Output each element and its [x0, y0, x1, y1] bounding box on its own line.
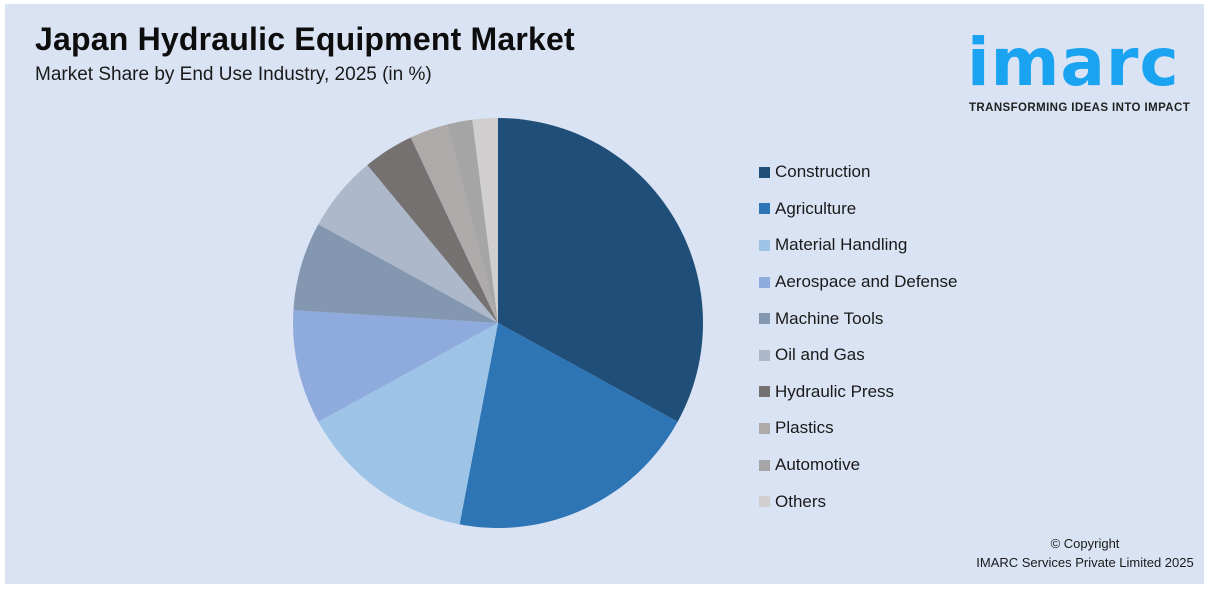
pie-slice-machine-tools [293, 224, 498, 323]
logo-tagline: TRANSFORMING IDEAS INTO IMPACT [969, 102, 1191, 114]
pie-slice-agriculture [459, 323, 678, 528]
pie-slice-oil-and-gas [318, 165, 498, 323]
pie-slice-plastics [410, 124, 498, 323]
copyright-notice: © Copyright IMARC Services Private Limit… [965, 534, 1205, 572]
legend-label: Others [775, 491, 827, 511]
legend-label: Hydraulic Press [775, 381, 895, 401]
legend-swatch-icon [759, 239, 770, 251]
logo-wordmark: imarc [967, 24, 1180, 101]
legend-item-plastics: Plastics [759, 410, 957, 447]
legend-item-aerospace-and-defense: Aerospace and Defense [759, 264, 957, 301]
pie-slice-material-handling [318, 323, 498, 525]
legend-swatch-icon [759, 496, 770, 508]
legend-swatch-icon [759, 313, 770, 325]
copyright-line: © Copyright [1050, 536, 1120, 551]
legend-item-others: Others [759, 483, 957, 520]
legend-label: Agriculture [775, 198, 857, 218]
pie-slice-construction [498, 118, 703, 422]
legend-label: Plastics [775, 418, 834, 438]
legend-label: Material Handling [775, 235, 908, 255]
legend-swatch-icon [759, 349, 770, 361]
pie-slice-hydraulic-press [367, 137, 498, 323]
legend-swatch-icon [759, 166, 770, 178]
chart-subtitle: Market Share by End Use Industry, 2025 (… [35, 64, 432, 85]
legend-item-agriculture: Agriculture [759, 191, 957, 228]
legend-label: Oil and Gas [775, 345, 865, 365]
chart-legend: Construction Agriculture Material Handling… [759, 154, 957, 520]
legend-swatch-icon [759, 459, 770, 471]
legend-label: Automotive [775, 455, 861, 475]
legend-item-material-handling: Material Handling [759, 227, 957, 264]
legend-label: Construction [775, 162, 871, 182]
pie-slice-others [472, 118, 498, 323]
chart-panel: Japan Hydraulic Equipment Market Market … [5, 4, 1204, 584]
legend-item-hydraulic-press: Hydraulic Press [759, 374, 957, 411]
imarc-logo: imarc TRANSFORMING IDEAS INTO IMPACT [965, 18, 1200, 118]
chart-title: Japan Hydraulic Equipment Market [35, 21, 575, 57]
copyright-owner: IMARC Services Private Limited 2025 [976, 555, 1194, 570]
legend-swatch-icon [759, 422, 770, 434]
legend-item-oil-and-gas: Oil and Gas [759, 337, 957, 374]
pie-svg [293, 118, 703, 528]
legend-item-automotive: Automotive [759, 447, 957, 484]
legend-swatch-icon [759, 203, 770, 215]
pie-chart [292, 117, 704, 529]
pie-slice-aerospace-and-defense [293, 310, 498, 422]
legend-item-machine-tools: Machine Tools [759, 300, 957, 337]
legend-swatch-icon [759, 276, 770, 288]
legend-swatch-icon [759, 386, 770, 398]
pie-slice-automotive [447, 119, 498, 323]
legend-label: Aerospace and Defense [775, 272, 958, 292]
legend-item-construction: Construction [759, 154, 957, 191]
legend-label: Machine Tools [775, 308, 884, 328]
